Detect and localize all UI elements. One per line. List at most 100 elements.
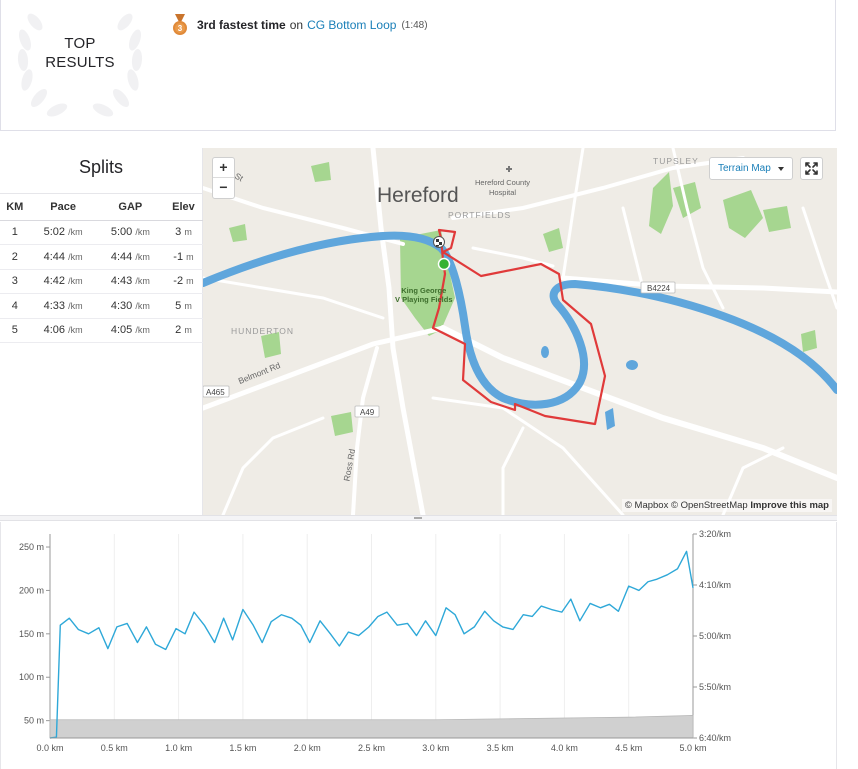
x-tick-label: 3.5 km (487, 743, 514, 753)
laurel-wreath-icon (17, 13, 143, 117)
road-a465-label: A465 (206, 388, 225, 397)
fullscreen-icon (805, 162, 818, 175)
split-pace: 4:06 /km (29, 318, 97, 343)
mapbox-attribution-link[interactable]: © Mapbox (624, 500, 669, 511)
city-label: Hereford (377, 184, 459, 207)
header-pace: Pace (29, 194, 97, 221)
x-tick-label: 1.0 km (165, 743, 192, 753)
top-results-badge: TOP RESULTS (15, 34, 145, 72)
split-gap: 5:00 /km (96, 220, 164, 245)
segment-link[interactable]: CG Bottom Loop (307, 18, 397, 32)
split-pace: 4:42 /km (29, 269, 97, 294)
zoom-out-button[interactable]: − (219, 179, 228, 195)
split-gap: 4:44 /km (96, 244, 164, 270)
x-tick-label: 0.5 km (101, 743, 128, 753)
y-right-tick-label: 6:40/km (699, 733, 731, 743)
y-left-tick-label: 250 m (19, 542, 44, 552)
resize-handle[interactable] (0, 515, 837, 521)
road-a49-label: A49 (360, 408, 375, 417)
split-km: 5 (0, 318, 30, 343)
park-label: King George V Playing Fields (395, 286, 453, 304)
split-elev: -1 m (163, 244, 203, 270)
achievement-time: (1:48) (401, 19, 428, 31)
zoom-in-button[interactable]: + (213, 158, 234, 178)
x-tick-label: 5.0 km (679, 743, 706, 753)
header-gap: GAP (96, 194, 164, 221)
split-gap: 4:43 /km (96, 269, 164, 294)
split-elev: 2 m (163, 318, 203, 343)
table-row: 2 4:44 /km 4:44 /km -1 m (0, 244, 203, 270)
x-tick-label: 0.0 km (36, 743, 63, 753)
x-tick-label: 3.0 km (422, 743, 449, 753)
pace-line (49, 550, 694, 739)
improve-map-link[interactable]: Improve this map (750, 500, 829, 511)
elevation-area (49, 715, 694, 739)
split-km: 4 (0, 293, 30, 319)
header-km: KM (0, 194, 30, 221)
split-elev: 5 m (163, 293, 203, 319)
map-type-label: Terrain Map (718, 163, 771, 174)
hospital-label: Hereford County Hospital (475, 178, 531, 197)
x-tick-label: 4.5 km (615, 743, 642, 753)
split-elev: 3 m (163, 220, 203, 245)
split-km: 3 (0, 269, 30, 294)
y-left-tick-label: 150 m (19, 629, 44, 639)
road-b4224-label: B4224 (647, 284, 671, 293)
park-areas (229, 162, 817, 436)
hospital-icon (506, 166, 512, 172)
split-pace: 4:44 /km (29, 244, 97, 270)
elevation-pace-chart[interactable]: 0.0 km 0.5 km 1.0 km 1.5 km 2.0 km 2.5 km 3.0 … (0, 522, 837, 769)
badge-line-2: RESULTS (45, 54, 115, 71)
x-tick-label: 2.5 km (358, 743, 385, 753)
fullscreen-button[interactable] (800, 157, 823, 180)
map-type-dropdown[interactable]: Terrain Map (709, 157, 793, 180)
x-tick-label: 1.5 km (229, 743, 256, 753)
zoom-control: + − (212, 157, 235, 199)
achievement-row: 3 3rd fastest time on CG Bottom Loop (1:… (172, 14, 428, 36)
roads (203, 148, 837, 515)
table-row: 3 4:42 /km 4:43 /km -2 m (0, 269, 203, 294)
x-tick-label: 2.0 km (294, 743, 321, 753)
map-canvas[interactable]: A465 A49 B4224 (203, 148, 837, 515)
splits-panel: Splits KM Pace GAP Elev 1 5:02 /km 5:00 … (0, 148, 203, 515)
split-km: 1 (0, 220, 30, 245)
split-gap: 4:05 /km (96, 318, 164, 343)
split-km: 2 (0, 244, 30, 270)
activity-route (431, 228, 607, 426)
splits-table: KM Pace GAP Elev 1 5:02 /km 5:00 /km 3 m… (0, 194, 203, 343)
ponds (541, 346, 638, 430)
achievement-on: on (289, 18, 304, 32)
osm-attribution-link[interactable]: © OpenStreetMap (670, 500, 748, 511)
route-map[interactable]: A465 A49 B4224 Hereford Hereford County … (203, 148, 837, 515)
chart-canvas[interactable]: 0.0 km 0.5 km 1.0 km 1.5 km 2.0 km 2.5 km 3.0 … (1, 522, 836, 769)
hunderton-label: HUNDERTON (231, 326, 294, 336)
tupsley-label: TUPSLEY (653, 156, 699, 166)
y-left-tick-label: 200 m (19, 585, 44, 595)
splits-header-row: KM Pace GAP Elev (0, 194, 203, 221)
grip-icon (414, 517, 422, 519)
header-elev: Elev (163, 194, 203, 221)
y-right-tick-label: 5:50/km (699, 682, 731, 692)
y-right-tick-label: 5:00/km (699, 631, 731, 641)
y-right-tick-label: 4:10/km (699, 580, 731, 590)
top-results-card: TOP RESULTS 3 3rd fastest time on CG Bot… (0, 0, 836, 131)
table-row: 5 4:06 /km 4:05 /km 2 m (0, 318, 203, 343)
road-shields (203, 281, 676, 418)
split-pace: 5:02 /km (29, 220, 97, 245)
medal-number: 3 (178, 24, 183, 33)
split-pace: 4:33 /km (29, 293, 97, 319)
map-attribution: © Mapbox © OpenStreetMap Improve this ma… (621, 499, 832, 512)
y-left-tick-label: 100 m (19, 672, 44, 682)
badge-line-1: TOP (64, 35, 96, 52)
river-wye (203, 231, 837, 409)
finish-flag-icon (433, 236, 445, 248)
achievement-title: 3rd fastest time (197, 18, 286, 32)
y-left-tick-label: 50 m (24, 716, 44, 726)
portfields-label: PORTFIELDS (448, 210, 512, 220)
y-right-tick-label: 3:20/km (699, 529, 731, 539)
x-tick-label: 4.0 km (551, 743, 578, 753)
split-gap: 4:30 /km (96, 293, 164, 319)
table-row: 1 5:02 /km 5:00 /km 3 m (0, 220, 203, 245)
table-row: 4 4:33 /km 4:30 /km 5 m (0, 293, 203, 319)
caret-down-icon (778, 167, 784, 171)
